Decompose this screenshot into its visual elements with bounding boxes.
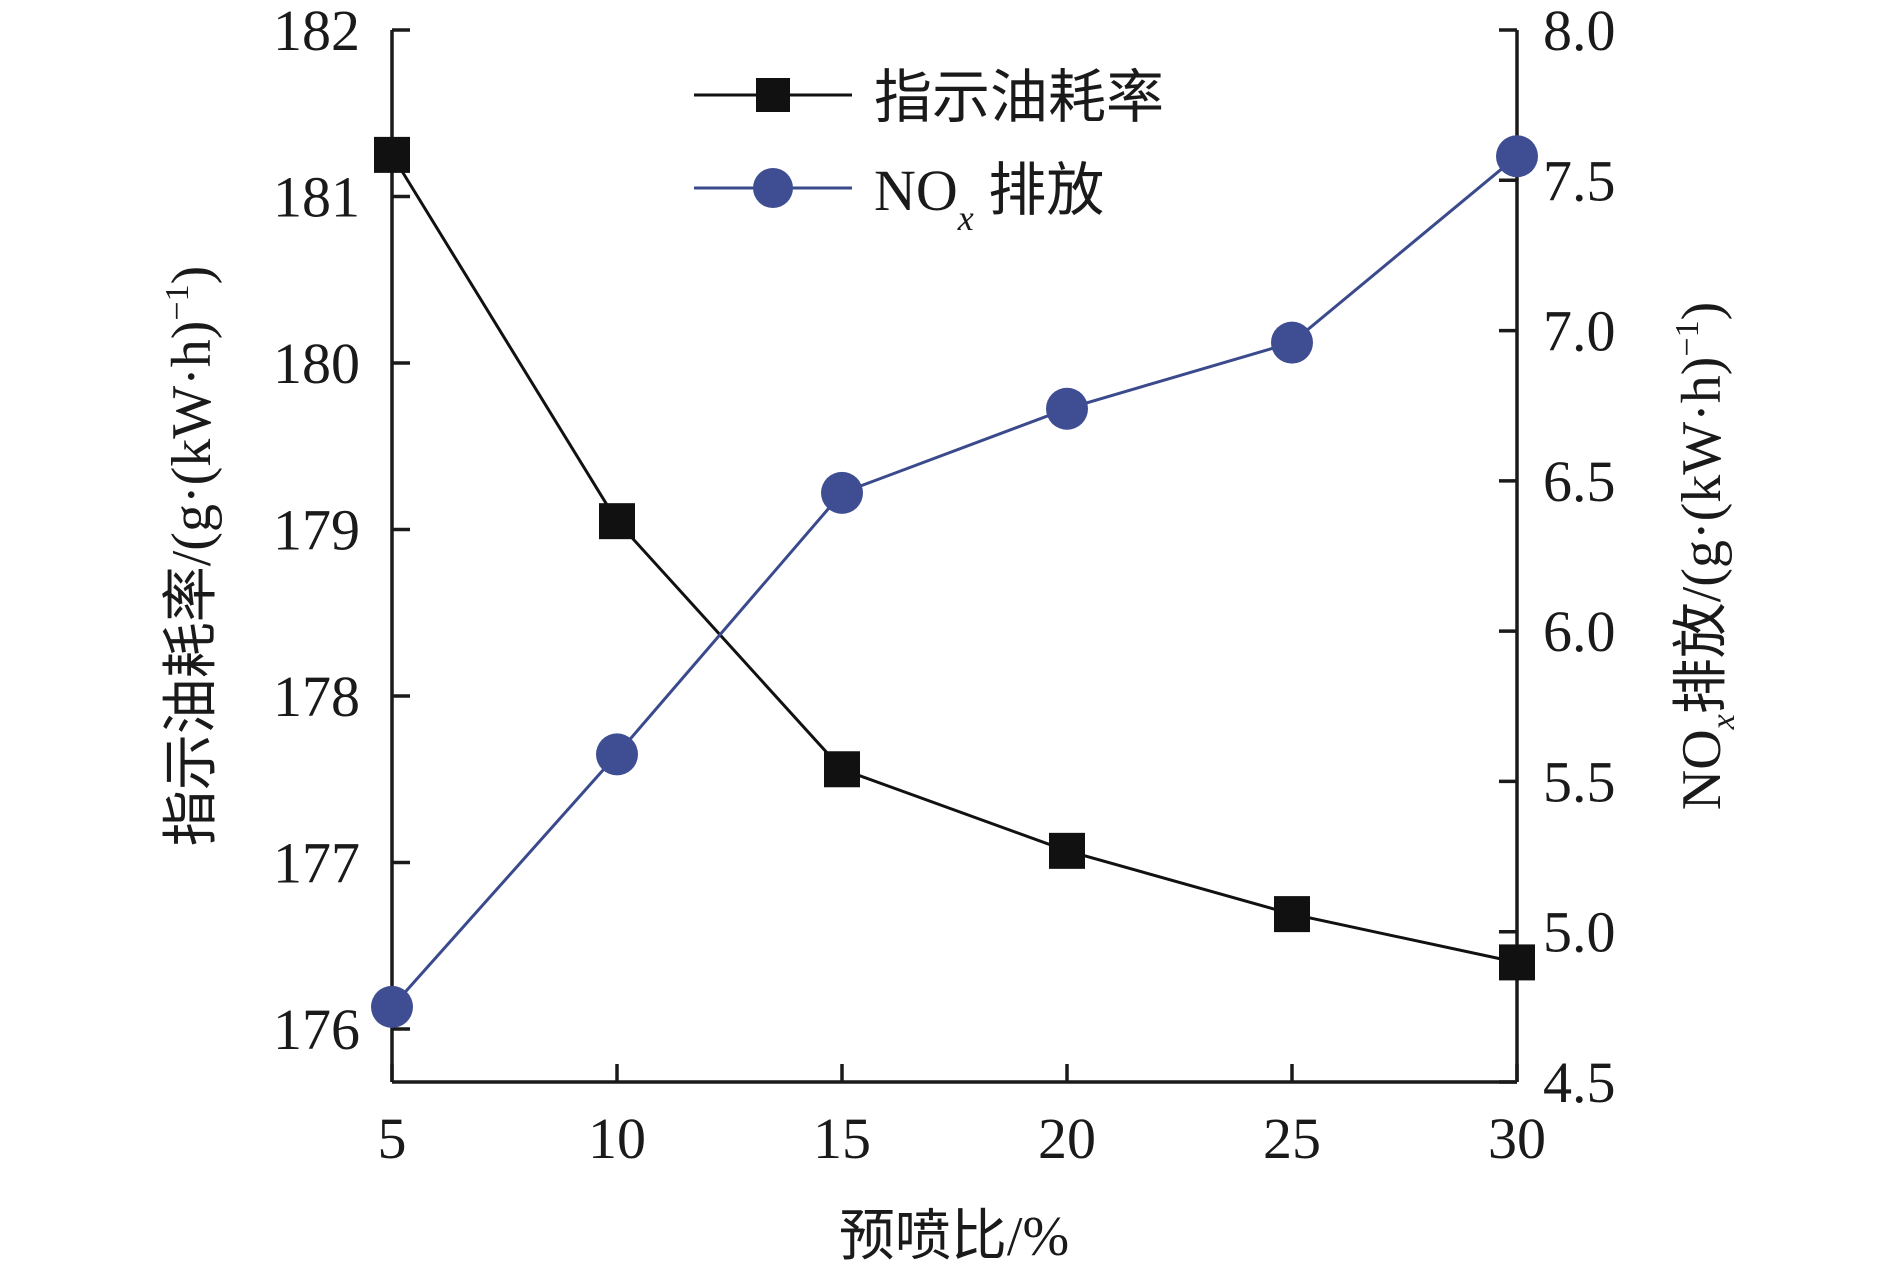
data-point-circle (1271, 321, 1313, 364)
data-point-circle (1496, 135, 1538, 178)
legend-marker-square (756, 78, 790, 112)
left-y-tick-label: 181 (273, 165, 360, 230)
data-point-square (599, 503, 635, 540)
legend-marker-circle (753, 168, 793, 208)
left-y-title-main: 指示油耗率/(g·(kW·h) (161, 321, 223, 847)
data-point-square (1274, 896, 1310, 933)
left-y-tick-label: 178 (273, 664, 360, 729)
data-point-circle (821, 471, 863, 514)
right-y-axis-title: NOx排放/(g·(kW·h)−1) (1669, 302, 1742, 810)
data-point-square (374, 136, 410, 173)
x-axis-title: 预喷比/% (839, 1206, 1069, 1268)
right-y-tick-label: 6.0 (1543, 599, 1616, 664)
right-y-tick-label: 8.0 (1543, 0, 1616, 63)
right-y-tick-label: 4.5 (1543, 1050, 1616, 1115)
data-point-square (1049, 832, 1085, 869)
left-y-title-end: ) (161, 266, 223, 285)
left-y-tick-label: 176 (273, 997, 360, 1062)
x-tick-label: 5 (378, 1106, 407, 1171)
right-y-tick-label: 5.0 (1543, 900, 1616, 965)
legend-label-nox-sub: x (957, 198, 974, 238)
left-y-tick-label: 177 (273, 831, 360, 896)
right-y-title-sup: −1 (1669, 320, 1706, 356)
right-y-title-mid: 排放/(g·(kW·h) (1671, 357, 1733, 715)
left-y-tick-label: 179 (273, 498, 360, 563)
right-y-tick-label: 5.5 (1543, 749, 1616, 814)
right-y-title-main: NO (1671, 729, 1733, 810)
left-y-title-sup: −1 (159, 284, 196, 320)
legend-label-fuel: 指示油耗率 (874, 65, 1164, 130)
data-point-square (824, 751, 860, 788)
x-tick-label: 30 (1488, 1106, 1546, 1171)
ticks-group: 5 10 15 20 25 30 176 177 178 179 180 181 182 4.5 5.0 5.… (273, 0, 1616, 1171)
left-y-tick-label: 180 (273, 331, 360, 396)
series-line-nox-emission (390, 155, 1518, 1008)
legend-label-nox-rest: 排放 (974, 158, 1105, 223)
right-y-tick-label: 7.0 (1543, 299, 1616, 364)
right-y-title-sub: x (1705, 714, 1742, 730)
x-tick-label: 15 (813, 1106, 871, 1171)
data-point-circle (371, 985, 413, 1028)
right-y-tick-label: 7.5 (1543, 148, 1616, 213)
right-y-title-end: ) (1671, 302, 1733, 321)
x-tick-label: 25 (1263, 1106, 1321, 1171)
right-y-tick-label: 6.5 (1543, 449, 1616, 514)
x-tick-label: 10 (588, 1106, 646, 1171)
series-layer (371, 135, 1538, 1028)
x-tick-label: 20 (1038, 1106, 1096, 1171)
axes-group (390, 30, 1519, 1084)
legend: 指示油耗率 NOx 排放 (694, 65, 1164, 238)
series-line-fuel-consumption (390, 154, 1518, 964)
legend-label-nox: NOx 排放 (874, 158, 1104, 238)
data-point-square (1499, 944, 1535, 981)
data-point-circle (596, 733, 638, 776)
left-y-tick-label: 182 (273, 0, 360, 63)
legend-label-nox-main: NO (874, 158, 958, 223)
left-y-axis-title: 指示油耗率/(g·(kW·h)−1) (159, 266, 223, 847)
data-point-circle (1046, 387, 1088, 430)
